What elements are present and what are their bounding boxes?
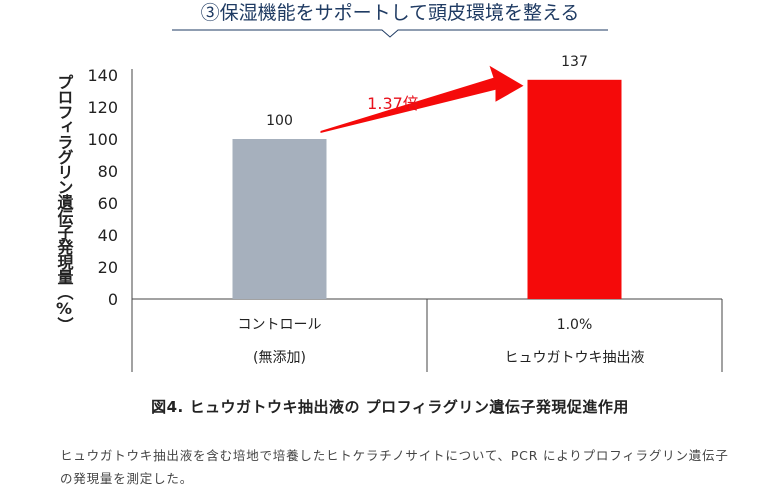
y-tick-label: 60: [98, 194, 118, 213]
bar-value-label: 137: [561, 54, 588, 70]
y-tick-label: 120: [87, 98, 118, 117]
y-tick-label: 40: [98, 226, 118, 245]
y-tick-label: 80: [98, 162, 118, 181]
ratio-annotation-label: 1.37倍: [367, 94, 419, 113]
y-tick-label: 140: [87, 66, 118, 85]
category-sublabel: ヒュウガトウキ抽出液: [505, 350, 645, 366]
y-tick-label: 20: [98, 258, 118, 277]
x-axis: [132, 298, 723, 372]
figure-description: ヒュウガトウキ抽出液を含む培地で培養したヒトケラチノサイトについて、PCR によ…: [60, 448, 729, 486]
ratio-annotation: 1.37倍: [320, 65, 524, 133]
bars: 100 コントロール (無添加) 137 1.0% ヒュウガトウキ抽出液: [232, 54, 645, 366]
heading-underline: [172, 29, 608, 38]
category-label: コントロール: [238, 317, 322, 333]
ratio-arrow: [320, 65, 524, 133]
figure-caption: 図4. ヒュウガトウキ抽出液の プロフィラグリン遺伝子発現促進作用: [151, 398, 629, 416]
heading-underline-line: [172, 29, 608, 38]
y-tick-label: 0: [108, 290, 118, 309]
category-label: 1.0%: [557, 317, 593, 333]
y-axis-label: プロフィラグリン遺伝子発現量（%）: [55, 73, 75, 332]
bar: [527, 79, 622, 299]
y-tick-label: 100: [87, 130, 118, 149]
y-axis: 0 20 40 60 80 100 120 140: [87, 66, 133, 372]
bar-chart: 0 20 40 60 80 100 120 140 100 コントロール (無添加) 137 1.0%…: [55, 29, 723, 372]
category-sublabel: (無添加): [253, 350, 306, 366]
bar-value-label: 100: [266, 113, 293, 129]
section-heading: ③保湿機能をサポートして頭皮環境を整える: [200, 2, 580, 24]
bar: [232, 139, 327, 299]
